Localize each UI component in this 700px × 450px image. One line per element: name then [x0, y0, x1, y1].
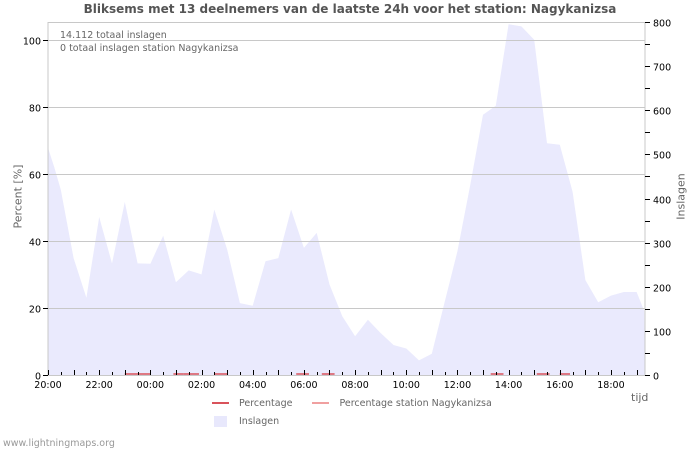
- svg-text:04:00: 04:00: [239, 380, 266, 391]
- svg-text:800: 800: [653, 19, 671, 30]
- chart-title: Bliksems met 13 deelnemers van de laatst…: [83, 2, 617, 16]
- svg-text:200: 200: [653, 284, 671, 295]
- svg-text:20:00: 20:00: [34, 380, 61, 391]
- legend-label: Percentage: [239, 397, 293, 409]
- svg-text:100: 100: [23, 37, 41, 48]
- left-axis-ticks: 0 20 40 60 80 100: [23, 37, 48, 383]
- y-axis-right-label: Inslagen: [674, 173, 688, 220]
- svg-text:600: 600: [653, 107, 671, 118]
- svg-text:18:00: 18:00: [597, 380, 624, 391]
- svg-text:12:00: 12:00: [444, 380, 471, 391]
- svg-text:10:00: 10:00: [393, 380, 420, 391]
- source-link[interactable]: www.lightningmaps.org: [3, 438, 115, 449]
- svg-text:80: 80: [29, 104, 41, 115]
- svg-text:06:00: 06:00: [290, 380, 317, 391]
- percentage-swatch-icon: [212, 402, 229, 404]
- right-axis-ticks: 0 100 200 300 400 500 600 700 800: [645, 19, 671, 383]
- svg-text:500: 500: [653, 151, 671, 162]
- svg-text:300: 300: [653, 240, 671, 251]
- svg-text:14:00: 14:00: [495, 380, 522, 391]
- svg-text:00:00: 00:00: [137, 380, 164, 391]
- y-axis-left-label: Percent [%]: [11, 164, 25, 229]
- svg-text:16:00: 16:00: [546, 380, 573, 391]
- svg-text:400: 400: [653, 196, 671, 207]
- grid-lines: [48, 40, 645, 309]
- svg-text:100: 100: [653, 328, 671, 339]
- annotation-total: 14.112 totaal inslagen: [60, 30, 167, 41]
- legend-item-percentage: Percentage: [212, 398, 292, 409]
- inslagen-swatch-icon: [214, 415, 227, 427]
- legend-item-inslagen: Inslagen: [212, 415, 280, 427]
- legend: Percentage Percentage station Nagykanizs…: [212, 394, 512, 430]
- legend-label: Inslagen: [239, 415, 280, 427]
- svg-text:60: 60: [29, 171, 41, 182]
- svg-text:22:00: 22:00: [85, 380, 112, 391]
- legend-item-percentage-station: Percentage station Nagykanizsa: [312, 397, 492, 409]
- svg-text:20: 20: [29, 305, 41, 316]
- svg-text:02:00: 02:00: [188, 380, 215, 391]
- svg-text:700: 700: [653, 63, 671, 74]
- svg-text:0: 0: [653, 372, 659, 383]
- svg-text:08:00: 08:00: [341, 380, 368, 391]
- legend-label: Percentage station Nagykanizsa: [339, 397, 492, 409]
- x-axis-label: tijd: [631, 391, 649, 404]
- x-axis-ticks: 20:00 22:00 00:00 02:00 04:00 06:00 08:00 10:00…: [34, 370, 638, 391]
- inslagen-area: [48, 24, 645, 375]
- svg-text:0: 0: [35, 372, 41, 383]
- annotation-station-total: 0 totaal inslagen station Nagykanizsa: [60, 43, 238, 54]
- svg-text:40: 40: [29, 238, 41, 249]
- percentage-station-swatch-icon: [312, 402, 330, 404]
